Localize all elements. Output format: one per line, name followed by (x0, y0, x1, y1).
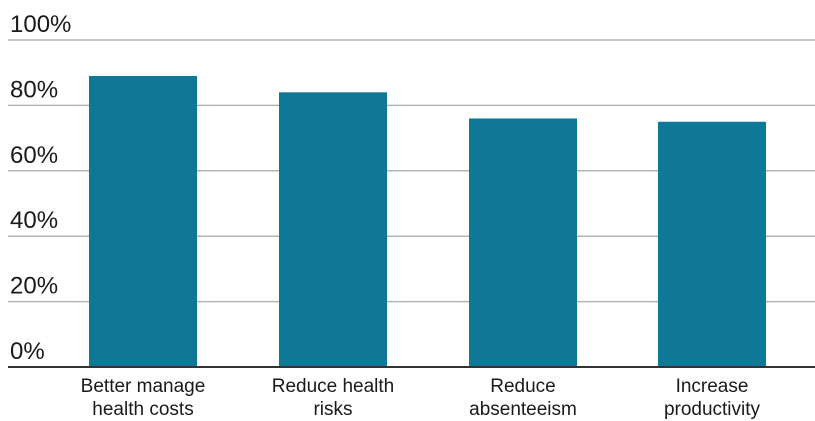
x-category-label: Reduce health risks (272, 376, 395, 420)
x-category-label-line: health costs (92, 399, 193, 420)
x-category-label: Better manage health costs (81, 376, 206, 420)
x-category-label-line: Increase (676, 376, 749, 397)
x-category-label-line: absenteeism (469, 399, 577, 420)
bar (658, 121, 766, 367)
x-axis-category-labels: Better manage health costs Reduce health ri… (81, 376, 761, 420)
x-category-label-line: risks (313, 399, 352, 420)
bar (469, 118, 577, 367)
x-category-label-line: Reduce (490, 376, 556, 397)
y-axis-tick-labels: 0% 20% 40% 60% 80% 100% (10, 11, 71, 365)
x-category-label-line: Reduce health (272, 376, 395, 397)
y-tick-label: 60% (10, 142, 58, 169)
y-tick-label: 80% (10, 76, 58, 103)
x-category-label-line: Better manage (81, 376, 206, 397)
bar (89, 75, 197, 367)
y-tick-label: 100% (10, 11, 71, 38)
y-tick-label: 0% (10, 338, 45, 365)
x-category-label: Reduce absenteeism (469, 376, 577, 420)
x-category-label: Increase productivity (664, 376, 761, 420)
bar (279, 92, 387, 367)
x-category-label-line: productivity (664, 399, 761, 420)
bars (89, 75, 766, 367)
y-tick-label: 20% (10, 273, 58, 300)
y-tick-label: 40% (10, 207, 58, 234)
